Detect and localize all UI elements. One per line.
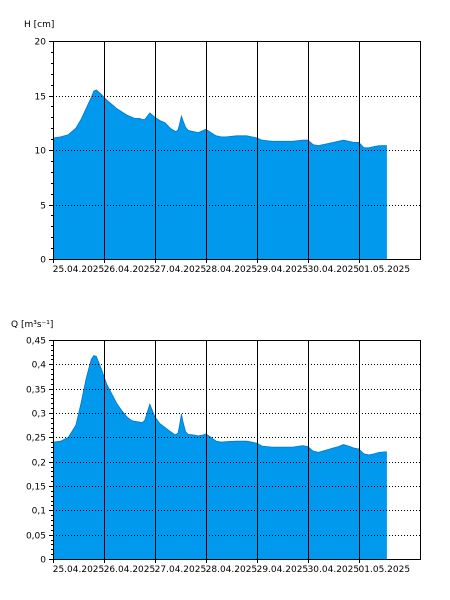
x-tick-label: 01.05.2025 (359, 265, 411, 275)
x-tick-label: 30.04.2025 (308, 565, 360, 575)
y-tick-label: 15 (35, 93, 46, 103)
y-tick-label: 10 (35, 147, 47, 157)
series-area-1 (53, 355, 387, 559)
plot-frame (53, 41, 421, 260)
y-tick-label: 0,2 (32, 459, 46, 469)
y-tick-label: 0,25 (26, 434, 46, 444)
y-tick-label: 0,35 (26, 386, 46, 396)
series-line-1 (52, 89, 387, 149)
y-tick-label: 20 (35, 38, 47, 48)
y-axis-title: H [cm] (24, 20, 54, 30)
x-tick-label: 28.04.2025 (206, 565, 258, 575)
y-tick-label: 0,1 (32, 507, 46, 517)
y-tick-label: 5 (40, 202, 46, 212)
y-tick-label: 0,15 (26, 483, 46, 493)
x-tick-label: 27.04.2025 (155, 565, 207, 575)
chart-panel-1: H [cm] 0 5 10 15 20 25.04.2025 26.04.2025 27.04.… (24, 20, 421, 275)
x-tick-label: 29.04.2025 (257, 265, 309, 275)
x-tick-label: 26.04.2025 (104, 265, 156, 275)
x-tick-label: 27.04.2025 (155, 265, 207, 275)
y-tick-label: 0 (40, 256, 46, 266)
x-tick-label: 01.05.2025 (359, 565, 411, 575)
y-tick-label: 0,45 (26, 337, 46, 347)
x-tick-label: 30.04.2025 (308, 265, 360, 275)
y-tick-label: 0,4 (32, 361, 47, 371)
y-tick-label: 0,05 (26, 532, 46, 542)
x-tick-label: 28.04.2025 (206, 265, 258, 275)
series-area-1 (53, 90, 387, 259)
plot-frame (53, 340, 421, 560)
x-tick-label: 29.04.2025 (257, 565, 309, 575)
x-tick-label: 26.04.2025 (104, 565, 156, 575)
x-tick-label: 25.04.2025 (53, 265, 105, 275)
x-tick-label: 25.04.2025 (53, 565, 105, 575)
chart-panel-2: Q [m³s⁻¹] 0 0,05 0,1 0,15 0,2 0,25 0,3 0,35 0,4 0,… (11, 320, 421, 575)
y-tick-label: 0,3 (32, 410, 46, 420)
y-axis-title: Q [m³s⁻¹] (11, 320, 53, 330)
series-line-1 (52, 355, 387, 456)
y-tick-label: 0 (40, 556, 46, 566)
